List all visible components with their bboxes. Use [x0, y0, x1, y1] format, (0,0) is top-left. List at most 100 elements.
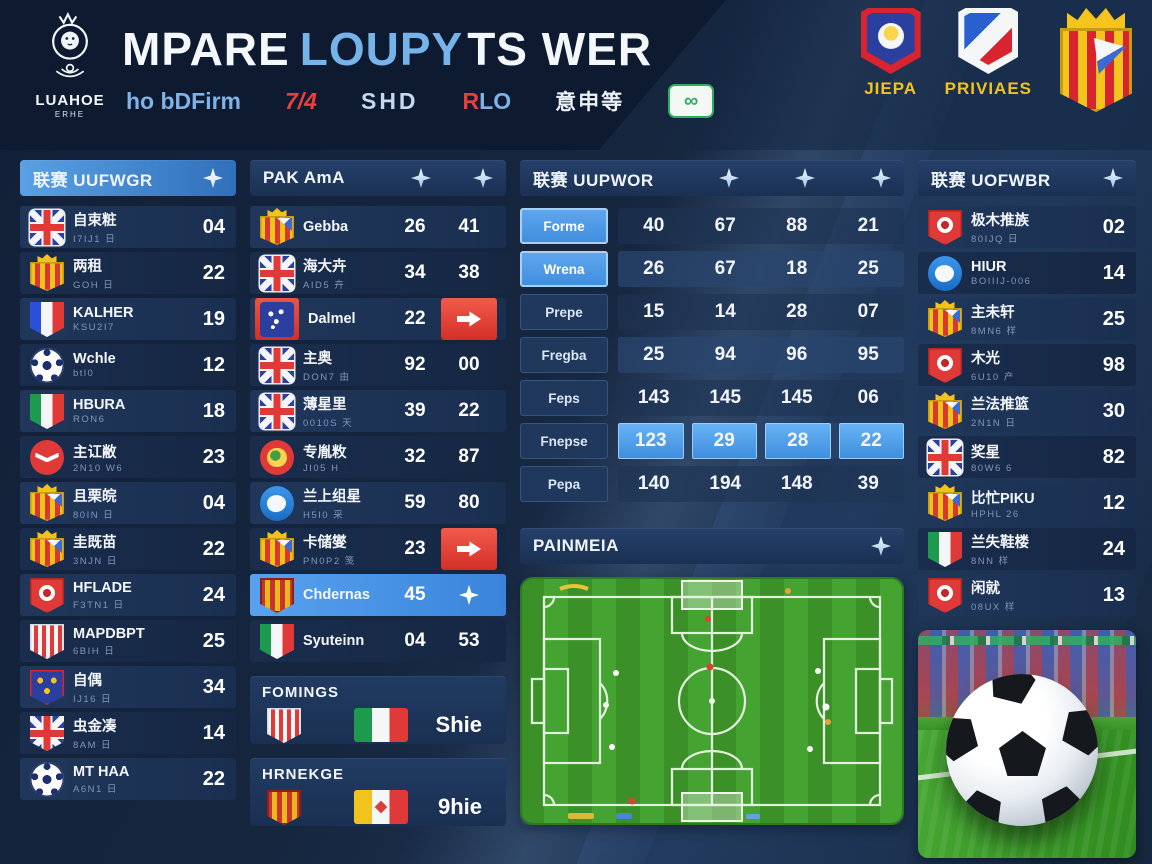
stat-value-cell: 28: [765, 423, 831, 459]
diamond-icon[interactable]: [871, 536, 891, 556]
table-row[interactable]: 兰失鞋楼 8NN 样 24: [918, 528, 1136, 570]
diamond-icon[interactable]: [795, 168, 815, 188]
stat-value-1: 23: [404, 538, 426, 559]
team-sub: 80IN 日: [73, 510, 115, 521]
stat-label-cell[interactable]: Fnepse: [520, 423, 608, 459]
stats-row[interactable]: Pepa 140 194 148 39: [520, 466, 904, 502]
promo-box[interactable]: FOMINGS Shie: [250, 676, 506, 744]
stat-label-cell[interactable]: Pepa: [520, 466, 608, 502]
table-row[interactable]: 海大卉 AID5 卉 34 38: [250, 252, 506, 294]
team-sub: A6N1 日: [73, 783, 118, 795]
promo-title: FOMINGS: [262, 684, 339, 701]
diamond-icon[interactable]: [473, 168, 493, 188]
team-sub: 8MN6 样: [971, 326, 1018, 337]
table-row[interactable]: 薄星里 0010S 天 39 22: [250, 390, 506, 432]
badge-wrap: [923, 252, 967, 294]
stat-label-cell[interactable]: Fregba: [520, 337, 608, 373]
stats-row[interactable]: Fregba 25 94 96 95: [520, 337, 904, 373]
table-row[interactable]: 比忙PIKU HPHL 26 12: [918, 482, 1136, 524]
stat-value-2: 22: [458, 400, 480, 421]
stat-value: 82: [1102, 445, 1125, 468]
league-4-rows: 极木推族 80IJQ 日 02 HIUR BOIIIJ-006 14 主未轩 8MN6 样 25…: [918, 206, 1136, 616]
diamond-icon[interactable]: [203, 168, 223, 188]
table-row[interactable]: Syuteinn 04 53: [250, 620, 506, 662]
table-row[interactable]: KALHER KSU2I7 19: [20, 298, 236, 340]
stat-value-cell: 07: [857, 301, 879, 322]
table-row[interactable]: 奖星 80W6 6 82: [918, 436, 1136, 478]
table-row[interactable]: 专胤敉 JI05 H 32 87: [250, 436, 506, 478]
stats-row[interactable]: Prepe 15 14 28 07: [520, 294, 904, 330]
promo-text: 9hie: [437, 794, 482, 819]
table-row[interactable]: Chdernas 45: [250, 574, 506, 616]
stat-value-cell: 123: [618, 423, 684, 459]
badge-wrap: [262, 704, 306, 746]
table-row[interactable]: 虫金凑 8AM 日 14: [20, 712, 236, 754]
team-cell: 兰失鞋楼 8NN 样: [967, 531, 1081, 567]
league-2-rows: Gebba 26 41 海大卉 AID5 卉 34 38 Dalmel 22 主奥 DON7 由 92…: [250, 206, 506, 662]
stat-label-cell[interactable]: Forme: [520, 208, 608, 244]
diamond-icon[interactable]: [411, 168, 431, 188]
stat-value: 25: [1102, 307, 1125, 330]
stat-value-cell: 29: [691, 423, 757, 459]
table-row[interactable]: 自偶 IJ16 日 34: [20, 666, 236, 708]
table-row[interactable]: 主奥 DON7 由 92 00: [250, 344, 506, 386]
subnav-item-5[interactable]: 意申等: [555, 91, 625, 114]
diamond-icon[interactable]: [871, 168, 891, 188]
table-row[interactable]: 两租 GOH 日 22: [20, 252, 236, 294]
table-row[interactable]: 闲就 08UX 样 13: [918, 574, 1136, 616]
badge-wrap: [923, 390, 967, 432]
expand-arrow-button[interactable]: [441, 298, 497, 340]
crest2-badge-icon: [259, 207, 295, 247]
uk-badge-icon: [29, 207, 65, 247]
badge-wrap: [25, 712, 69, 754]
stat-label-cell[interactable]: Feps: [520, 380, 608, 416]
table-row[interactable]: 兰上组星 H5I0 采 59 80: [250, 482, 506, 524]
table-row[interactable]: 兰法推篮 2N1N 日 30: [918, 390, 1136, 432]
team-name: KALHER: [73, 305, 134, 321]
team-sub: F3TN1 日: [73, 599, 125, 611]
diamond-icon[interactable]: [719, 168, 739, 188]
promo-box[interactable]: HRNEKGE 9hie: [250, 758, 506, 826]
stat-label-cell[interactable]: Wrena: [520, 251, 608, 287]
table-row[interactable]: 主讧敝 2N10 W6 23: [20, 436, 236, 478]
table-row[interactable]: 极木推族 80IJQ 日 02: [918, 206, 1136, 248]
subnav-item-3[interactable]: SHD: [360, 87, 419, 114]
table-row[interactable]: HIUR BOIIIJ-006 14: [918, 252, 1136, 294]
table-row[interactable]: MAPDBPT 6BIH 日 25: [20, 620, 236, 662]
table-row[interactable]: HBURA RON6 18: [20, 390, 236, 432]
table-row[interactable]: HFLADE F3TN1 日 24: [20, 574, 236, 616]
table-row[interactable]: MT HAA A6N1 日 22: [20, 758, 236, 800]
stat-value: 12: [1102, 491, 1125, 514]
stats-row[interactable]: Forme 40 67 88 21: [520, 208, 904, 244]
stats-row[interactable]: Feps 143 145 145 06: [520, 380, 904, 416]
table-row[interactable]: Wchle btl0 12: [20, 344, 236, 386]
subnav-item-1[interactable]: ho bDFirm: [126, 87, 241, 114]
table-row[interactable]: 主未轩 8MN6 样 25: [918, 298, 1136, 340]
table-row[interactable]: Gebba 26 41: [250, 206, 506, 248]
table-row[interactable]: 自束粧 I7IJ1 日 04: [20, 206, 236, 248]
team-name: 闲就: [971, 581, 1000, 597]
expand-arrow-button[interactable]: [441, 528, 497, 570]
stripes-badge-icon: [29, 621, 65, 661]
row-action-slot: [440, 298, 498, 340]
crest2-badge-icon: [29, 483, 65, 523]
subnav-item-2[interactable]: 7/4: [285, 87, 317, 114]
table-row[interactable]: 木光 6U10 产 98: [918, 344, 1136, 386]
table-row[interactable]: 卡储燮 PN0P2 笺 23: [250, 528, 506, 570]
table-row[interactable]: Dalmel 22: [250, 298, 506, 340]
team-name: MAPDBPT: [73, 625, 145, 642]
row-diamond-icon[interactable]: [459, 585, 479, 605]
flag-ywr-icon: [354, 790, 408, 824]
table-row[interactable]: 且栗皖 80IN 日 04: [20, 482, 236, 524]
stat-label-cell[interactable]: Prepe: [520, 294, 608, 330]
stats-row[interactable]: Wrena 26 67 18 25: [520, 251, 904, 287]
stats-row[interactable]: Fnepse 123 29 28 22: [520, 423, 904, 459]
subnav-item-4[interactable]: RLO: [462, 87, 512, 114]
diamond-icon[interactable]: [1103, 168, 1123, 188]
stat-value-1: 59: [404, 492, 426, 513]
stat-value: 22: [202, 261, 225, 284]
table-row[interactable]: 圭既苗 3NJN 日 22: [20, 528, 236, 570]
stat-value: 22: [202, 537, 225, 560]
team-cell: 自束粧 I7IJ1 日: [69, 209, 181, 245]
infinity-badge-icon[interactable]: ∞: [668, 84, 715, 118]
